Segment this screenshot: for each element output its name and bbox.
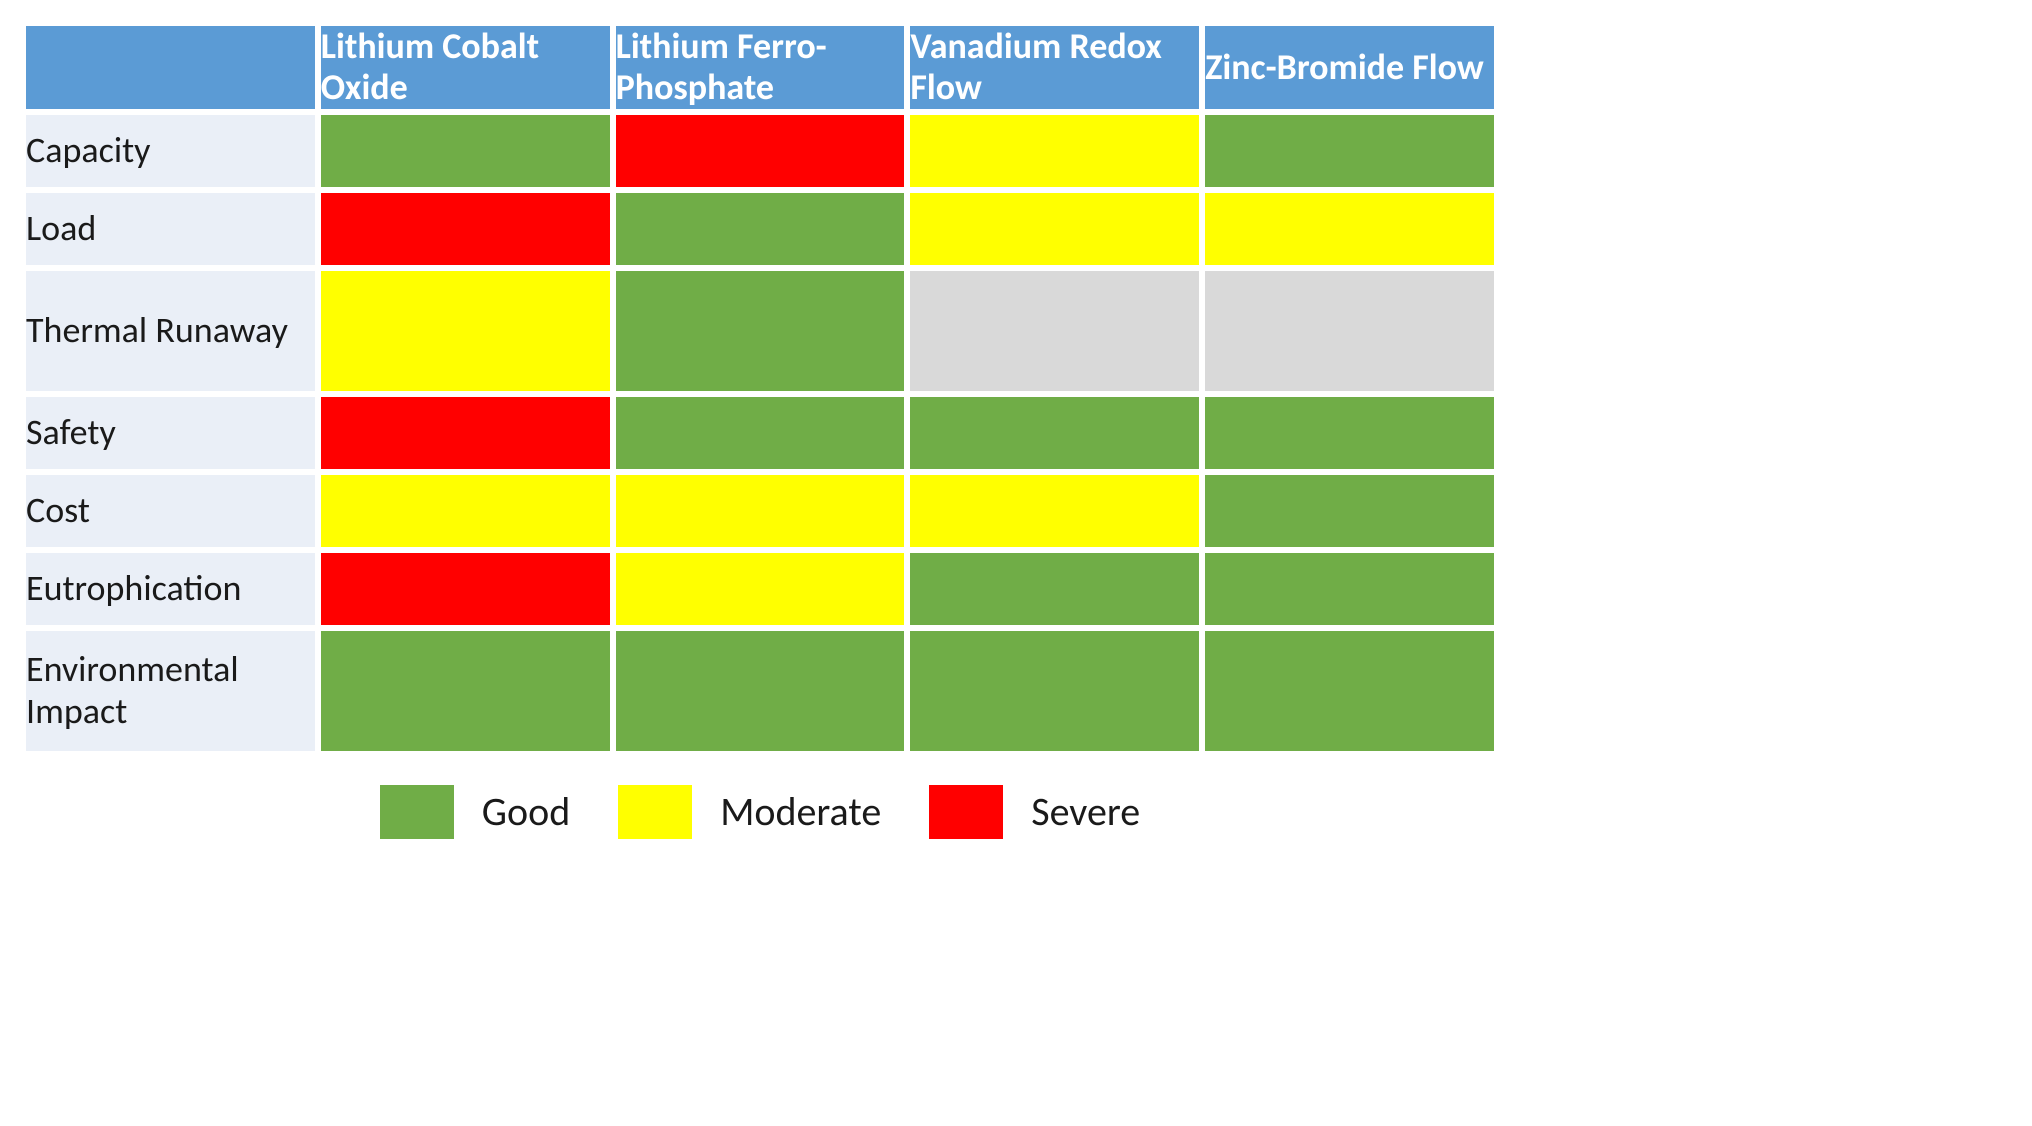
row-header: Capacity	[26, 115, 315, 187]
table-row: Eutrophication	[26, 553, 1494, 625]
status-cell	[616, 553, 905, 625]
status-cell	[616, 397, 905, 469]
row-header: Environmental Impact	[26, 631, 315, 751]
status-cell	[321, 193, 610, 265]
column-header: Lithium Cobalt Oxide	[321, 26, 610, 109]
table-row: Load	[26, 193, 1494, 265]
legend-item: Moderate	[618, 785, 881, 839]
status-cell	[910, 475, 1199, 547]
legend-item: Severe	[929, 785, 1140, 839]
status-cell	[1205, 397, 1494, 469]
status-cell	[910, 115, 1199, 187]
table-header-row: Lithium Cobalt OxideLithium Ferro-Phosph…	[26, 26, 1494, 109]
status-cell	[1205, 115, 1494, 187]
status-cell	[321, 553, 610, 625]
table-row: Environmental Impact	[26, 631, 1494, 751]
battery-comparison-table: Lithium Cobalt OxideLithium Ferro-Phosph…	[20, 20, 1500, 757]
status-cell	[616, 631, 905, 751]
status-cell	[1205, 631, 1494, 751]
row-header: Load	[26, 193, 315, 265]
table-row: Capacity	[26, 115, 1494, 187]
table-row: Safety	[26, 397, 1494, 469]
legend-label: Moderate	[720, 787, 881, 836]
status-cell	[321, 115, 610, 187]
status-cell	[1205, 475, 1494, 547]
row-header: Eutrophication	[26, 553, 315, 625]
table-row: Cost	[26, 475, 1494, 547]
status-cell	[321, 397, 610, 469]
status-cell	[910, 271, 1199, 391]
status-cell	[616, 193, 905, 265]
status-cell	[321, 271, 610, 391]
header-blank-cell	[26, 26, 315, 109]
column-header: Zinc-Bromide Flow	[1205, 26, 1494, 109]
legend-swatch	[380, 785, 454, 839]
status-cell	[910, 397, 1199, 469]
row-header: Safety	[26, 397, 315, 469]
row-header: Cost	[26, 475, 315, 547]
status-cell	[910, 193, 1199, 265]
status-cell	[1205, 193, 1494, 265]
status-cell	[616, 271, 905, 391]
legend-swatch	[929, 785, 1003, 839]
legend-label: Good	[482, 787, 570, 836]
status-cell	[321, 631, 610, 751]
legend-label: Severe	[1031, 787, 1140, 836]
status-cell	[910, 631, 1199, 751]
status-cell	[321, 475, 610, 547]
status-cell	[1205, 553, 1494, 625]
row-header: Thermal Runaway	[26, 271, 315, 391]
column-header: Vanadium Redox Flow	[910, 26, 1199, 109]
status-cell	[616, 475, 905, 547]
column-header: Lithium Ferro-Phosphate	[616, 26, 905, 109]
legend: Good Moderate Severe	[20, 785, 1500, 839]
status-cell	[616, 115, 905, 187]
status-cell	[910, 553, 1199, 625]
legend-swatch	[618, 785, 692, 839]
table-body: CapacityLoadThermal RunawaySafetyCostEut…	[26, 115, 1494, 751]
table-row: Thermal Runaway	[26, 271, 1494, 391]
legend-item: Good	[380, 785, 570, 839]
status-cell	[1205, 271, 1494, 391]
